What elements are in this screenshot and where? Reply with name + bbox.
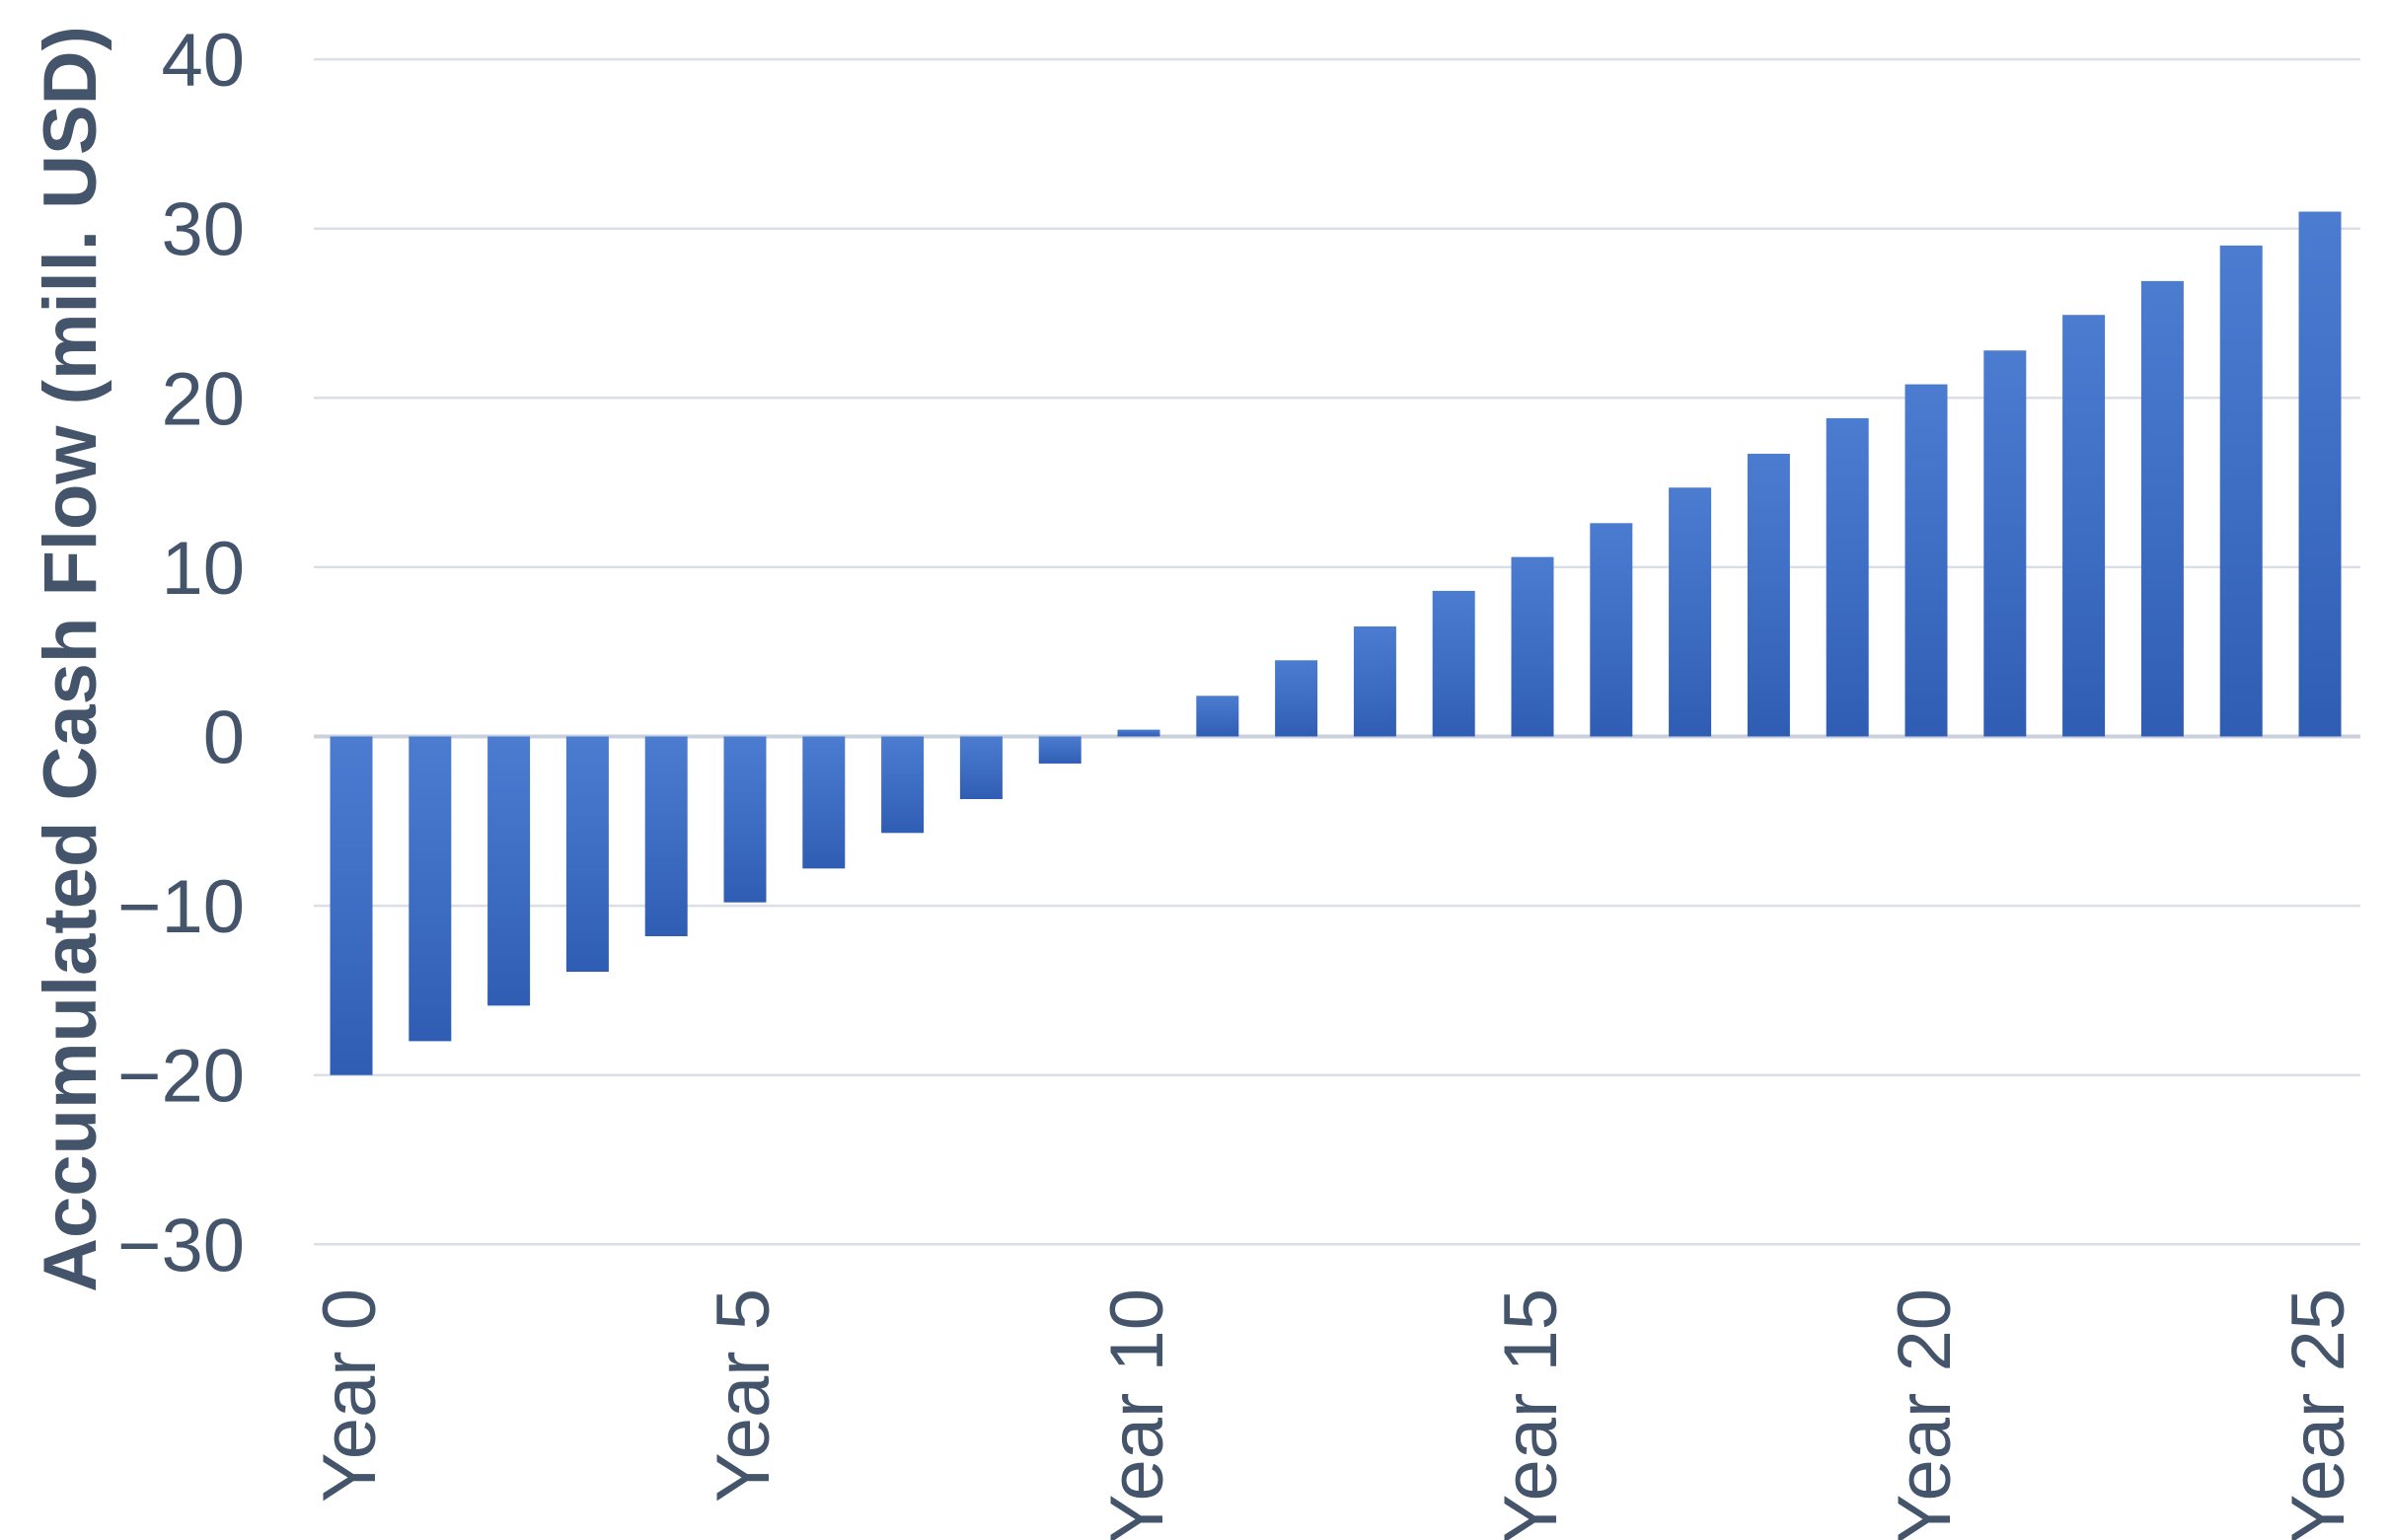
bar-year-24 [2219, 245, 2263, 737]
bar-year-13 [1353, 625, 1396, 737]
y-tick-label--20: −20 [117, 1035, 245, 1119]
y-tick-label-10: 10 [161, 527, 245, 611]
x-tick-label-year-25: Year 25 [2277, 1288, 2360, 1540]
bar-year-18 [1747, 453, 1790, 737]
bar-year-3 [565, 736, 609, 973]
bar-year-19 [1826, 417, 1869, 737]
bar-year-8 [959, 736, 1003, 799]
bar-year-9 [1038, 736, 1082, 764]
bar-year-22 [2062, 315, 2106, 737]
y-tick-label-30: 30 [161, 188, 245, 272]
bar-year-12 [1275, 660, 1318, 737]
bar-year-5 [723, 736, 767, 903]
bar-year-14 [1432, 590, 1475, 737]
bar-year-6 [802, 736, 846, 869]
bar-year-25 [2298, 211, 2342, 737]
bar-year-15 [1511, 556, 1554, 737]
bar-year-20 [1905, 384, 1948, 737]
x-tick-label-year-0: Year 0 [308, 1288, 392, 1503]
x-tick-label-year-5: Year 5 [702, 1288, 785, 1503]
y-tick-label--10: −10 [117, 865, 245, 949]
bar-year-16 [1590, 523, 1633, 737]
bar-year-7 [881, 736, 925, 834]
x-tick-label-year-20: Year 20 [1883, 1288, 1967, 1540]
bar-year-4 [644, 736, 688, 936]
bar-year-2 [487, 736, 531, 1006]
bar-year-23 [2140, 280, 2184, 737]
y-tick-label-0: 0 [203, 697, 245, 780]
bar-year-17 [1669, 487, 1712, 737]
x-tick-label-year-10: Year 10 [1095, 1288, 1179, 1540]
bar-year-0 [330, 736, 373, 1075]
bar-year-21 [1983, 350, 2027, 737]
x-tick-label-year-15: Year 15 [1489, 1288, 1573, 1540]
y-axis-title: Accumulated Cash Flow (mill. USD) [29, 26, 112, 1292]
y-tick-label-40: 40 [161, 19, 245, 103]
bar-year-11 [1196, 696, 1239, 737]
bar-year-10 [1117, 729, 1160, 737]
bar-year-1 [409, 736, 452, 1042]
y-tick-label-20: 20 [161, 357, 245, 441]
y-tick-label--30: −30 [117, 1204, 245, 1287]
